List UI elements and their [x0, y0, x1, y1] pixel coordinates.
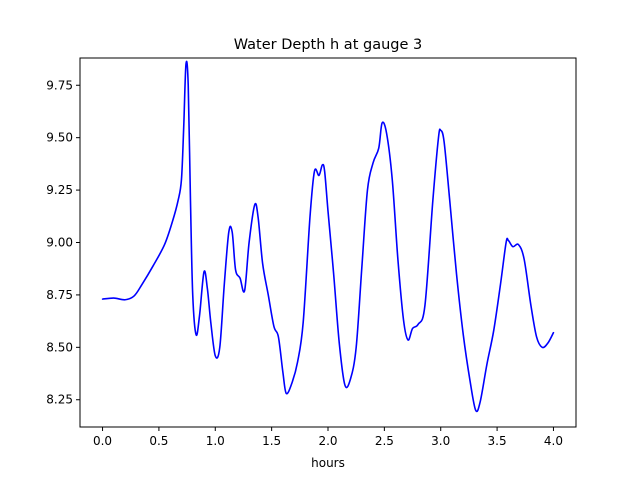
x-tick-label: 4.0 — [544, 434, 563, 448]
y-tick-label: 8.50 — [46, 340, 73, 354]
x-tick-label: 2.0 — [318, 434, 337, 448]
x-tick-label: 0.5 — [149, 434, 168, 448]
series-layer — [101, 60, 555, 413]
y-tick-label: 9.75 — [46, 78, 73, 92]
chart-title: Water Depth h at gauge 3 — [234, 37, 422, 53]
x-tick-label: 2.5 — [375, 434, 394, 448]
plot-area — [80, 58, 576, 427]
x-tick-label: 1.0 — [206, 434, 225, 448]
x-tick-label: 3.0 — [431, 434, 450, 448]
x-axis-title: hours — [311, 456, 345, 470]
x-tick-label: 0.0 — [93, 434, 112, 448]
y-tick-label: 8.75 — [46, 288, 73, 302]
y-axis-ticks: 8.25 8.50 8.75 9.00 9.25 9.50 9.75 — [46, 78, 80, 407]
y-tick-label: 9.00 — [46, 236, 73, 250]
plot-frame — [79, 57, 577, 428]
y-tick-label: 9.50 — [46, 131, 73, 145]
x-tick-label: 3.5 — [488, 434, 507, 448]
series-line — [101, 60, 555, 413]
y-tick-label: 8.25 — [46, 393, 73, 407]
x-axis-ticks: 0.0 0.5 1.0 1.5 2.0 2.5 3.0 3.5 4.0 — [93, 427, 563, 448]
y-tick-label: 9.25 — [46, 183, 73, 197]
x-tick-label: 1.5 — [262, 434, 281, 448]
